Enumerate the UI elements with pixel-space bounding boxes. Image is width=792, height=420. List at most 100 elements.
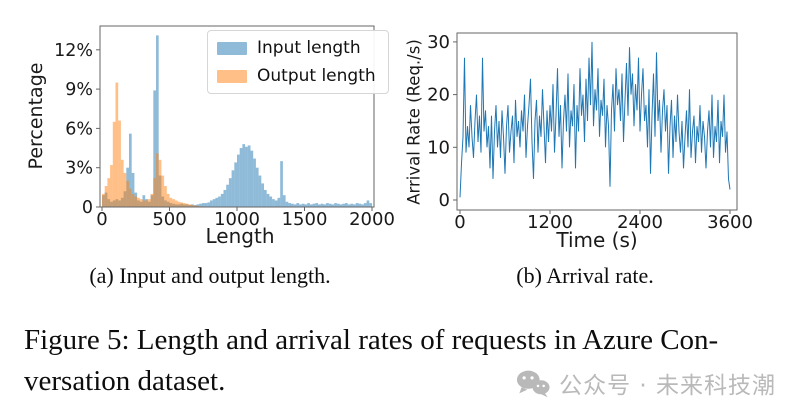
hist-bar xyxy=(272,199,275,207)
hist-bar xyxy=(304,204,308,207)
hist-bar xyxy=(226,184,229,207)
hist-y-axis-label: Percentage xyxy=(25,62,47,170)
hist-bar xyxy=(250,150,254,207)
hist-bar xyxy=(210,200,213,207)
legend-label-input-length: Input length xyxy=(257,38,361,58)
y-tick-label: 12% xyxy=(54,41,93,61)
hist-bar xyxy=(185,203,189,207)
hist-bar xyxy=(299,204,302,207)
rate-x-axis-label: Time (s) xyxy=(556,228,638,252)
watermark: 公众号 · 未来科技潮 xyxy=(516,366,776,400)
hist-bar xyxy=(156,153,159,207)
hist-bar xyxy=(312,203,316,207)
hist-bar xyxy=(118,120,121,207)
hist-bar xyxy=(288,203,291,207)
rate-axes-box xyxy=(456,32,738,211)
hist-bar xyxy=(223,189,227,207)
hist-bar xyxy=(112,121,116,207)
x-tick-label: 1000 xyxy=(214,209,260,230)
hist-bar xyxy=(207,202,210,207)
legend-label-output-length: Output length xyxy=(257,66,376,86)
hist-bar xyxy=(309,204,313,207)
wechat-icon xyxy=(517,370,550,397)
hist-bar xyxy=(215,197,219,207)
hist-bar xyxy=(277,197,281,207)
hist-bar xyxy=(220,193,224,207)
hist-bar xyxy=(110,165,113,207)
hist-bar xyxy=(231,170,235,207)
legend-item-input-length: Input length xyxy=(217,38,376,58)
hist-bar xyxy=(326,203,329,207)
hist-bar xyxy=(323,204,327,207)
watermark-text: 公众号 · 未来科技潮 xyxy=(559,373,776,399)
hist-bar xyxy=(150,193,154,207)
hist-bar xyxy=(334,203,337,207)
hist-bar xyxy=(245,146,248,207)
hist-bar xyxy=(234,162,237,207)
hist-bar xyxy=(318,204,321,207)
hist-bar xyxy=(107,178,111,207)
hist-bar xyxy=(174,200,178,207)
hist-bar xyxy=(339,204,343,207)
hist-bar xyxy=(126,180,129,207)
hist-bar xyxy=(336,203,340,207)
hist-bar xyxy=(204,203,208,207)
hist-bar xyxy=(156,35,159,207)
hist-bar xyxy=(131,172,135,207)
hist-bar xyxy=(115,82,119,207)
subcaption-b: (b) Arrival rate. xyxy=(516,263,654,288)
hist-bar xyxy=(129,188,132,207)
hist-bar xyxy=(237,154,240,207)
hist-bar xyxy=(291,203,294,207)
y-tick-label: 10 xyxy=(427,137,450,158)
hist-bar xyxy=(282,195,286,207)
hist-bar xyxy=(369,203,372,207)
hist-bar xyxy=(307,203,310,207)
x-tick-label: 500 xyxy=(152,209,186,230)
hist-bar xyxy=(320,203,324,207)
hist-bar xyxy=(183,203,186,207)
subcaption-a: (a) Input and output length. xyxy=(89,263,331,288)
x-tick-label: 0 xyxy=(454,212,465,233)
length-histogram-plot: 0 500 1000 1500 2000 0 3% 6% 9% 12% xyxy=(54,25,395,230)
hist-bar xyxy=(199,203,202,207)
hist-bar xyxy=(158,159,162,207)
hist-bar xyxy=(331,204,335,207)
hist-bar xyxy=(296,203,300,207)
hist-bar xyxy=(266,193,270,207)
hist-bar xyxy=(188,204,192,207)
hist-bar xyxy=(315,203,318,207)
hist-bar xyxy=(153,90,156,207)
hist-bar xyxy=(301,203,305,207)
hist-bar xyxy=(258,175,262,207)
hist-bar xyxy=(253,158,256,207)
hist-series-1 xyxy=(102,82,205,207)
hist-bar xyxy=(239,148,243,207)
hist-bar xyxy=(177,201,181,207)
y-tick-label: 9% xyxy=(65,80,93,100)
hist-bar xyxy=(363,203,367,207)
hist-bar xyxy=(345,203,348,207)
arrival-rate-line xyxy=(459,41,731,198)
hist-bar xyxy=(366,200,370,207)
hist-bar xyxy=(242,144,246,207)
hist-bar xyxy=(280,161,283,207)
hist-bar xyxy=(201,203,205,207)
rate-y-axis-label: Arrival Rate (Req./s) xyxy=(404,39,424,205)
hist-bar xyxy=(134,196,138,207)
hist-bar xyxy=(166,193,170,207)
hist-bar xyxy=(269,196,273,207)
figure-caption-line2: versation dataset. xyxy=(24,365,226,397)
hist-bar xyxy=(255,167,259,207)
hist-legend: Input length Output length xyxy=(207,30,389,94)
hist-bar xyxy=(142,200,146,207)
hist-bar xyxy=(145,200,148,207)
hist-bar xyxy=(212,199,216,207)
hist-bar xyxy=(102,193,105,207)
hist-bar xyxy=(161,175,165,207)
y-tick-label: 6% xyxy=(65,119,93,139)
hist-bar xyxy=(193,205,197,207)
hist-bar xyxy=(169,197,173,207)
hist-bar xyxy=(355,203,359,207)
